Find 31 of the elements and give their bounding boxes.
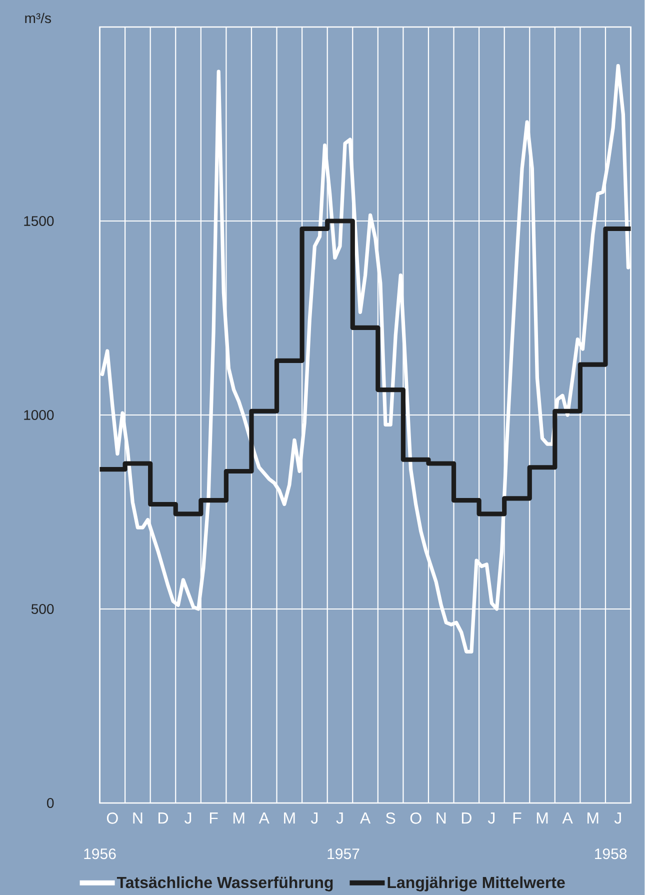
y-tick-label: 500 bbox=[32, 604, 54, 614]
x-tick-label: N bbox=[436, 812, 446, 824]
x-tick-label: S bbox=[386, 812, 396, 824]
y-axis-title: m³/s bbox=[25, 12, 52, 24]
text: 1956 bbox=[84, 848, 116, 860]
x-tick-label: A bbox=[562, 812, 573, 824]
x-tick-label: J bbox=[311, 812, 318, 824]
x-tick-label: F bbox=[210, 812, 218, 824]
y-tick-label: 1500 bbox=[24, 216, 54, 226]
x-tick-label: D bbox=[158, 812, 168, 824]
text: 1957 bbox=[328, 848, 360, 860]
text: 1958 bbox=[595, 848, 627, 860]
y-tick-label: 0 bbox=[47, 798, 54, 808]
x-tick-label: M bbox=[234, 812, 244, 824]
x-tick-label: M bbox=[588, 812, 598, 824]
x-tick-label: F bbox=[514, 812, 522, 824]
legend-label: Langjährige Mittelwerte bbox=[388, 876, 565, 892]
x-tick-label: A bbox=[360, 812, 371, 824]
x-tick-label: D bbox=[462, 812, 472, 824]
x-tick-label: O bbox=[107, 812, 118, 824]
x-tick-label: J bbox=[336, 812, 343, 824]
y-tick-label: 1000 bbox=[24, 410, 54, 420]
x-tick-label: A bbox=[258, 812, 270, 824]
x-tick-label: O bbox=[410, 812, 422, 824]
legend-label: Tatsächliche Wasserführung bbox=[117, 876, 333, 892]
x-tick-label: M bbox=[537, 812, 548, 824]
x-tick-label: M bbox=[284, 812, 295, 824]
x-tick-label: J bbox=[488, 812, 495, 824]
x-tick-label: N bbox=[133, 812, 142, 824]
x-tick-label: J bbox=[184, 812, 192, 824]
x-tick-label: J bbox=[614, 812, 622, 824]
